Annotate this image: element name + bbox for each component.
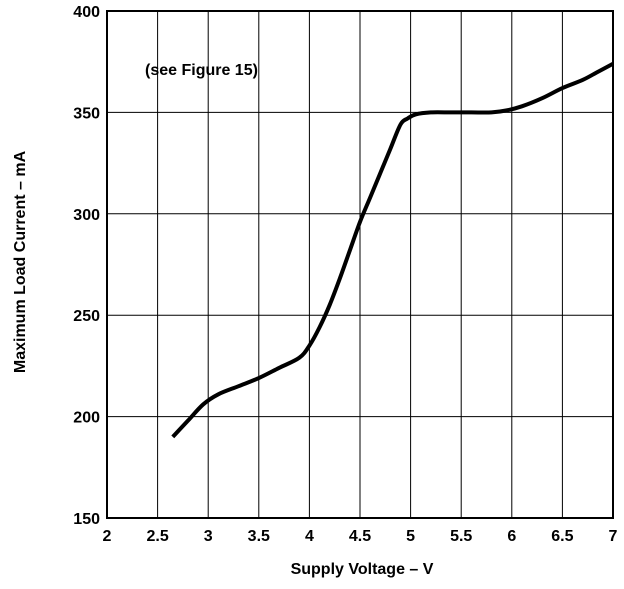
series-line-0: [171, 61, 614, 439]
x-tick-label: 2: [103, 528, 112, 545]
annotation-text: (see Figure 15): [145, 62, 258, 79]
y-tick-label: 400: [73, 4, 100, 21]
x-tick-label: 5.5: [450, 528, 472, 545]
y-tick-label: 150: [73, 511, 100, 528]
x-tick-label: 4: [305, 528, 314, 545]
x-tick-label: 3.5: [248, 528, 270, 545]
x-tick-label: 7: [609, 528, 618, 545]
y-tick-label: 200: [73, 410, 100, 427]
x-tick-labels: 2 2.5 3 3.5 4 4.5 5 5.5 6 6.5 7: [103, 528, 618, 545]
y-axis-label: Maximum Load Current – mA: [12, 150, 29, 373]
y-tick-label: 350: [73, 105, 100, 122]
x-axis-label: Supply Voltage – V: [291, 561, 434, 578]
grid: [106, 10, 614, 519]
y-tick-labels: 150 200 250 300 350 400: [73, 4, 100, 528]
series-layer: [171, 61, 614, 439]
x-tick-label: 4.5: [349, 528, 371, 545]
x-tick-label: 5: [406, 528, 415, 545]
plot-frame: [106, 10, 614, 519]
plot-border: [106, 10, 614, 519]
x-tick-label: 6: [507, 528, 516, 545]
x-tick-label: 6.5: [551, 528, 573, 545]
x-tick-label: 2.5: [146, 528, 168, 545]
x-tick-label: 3: [204, 528, 213, 545]
y-tick-label: 250: [73, 308, 100, 325]
y-tick-label: 300: [73, 207, 100, 224]
